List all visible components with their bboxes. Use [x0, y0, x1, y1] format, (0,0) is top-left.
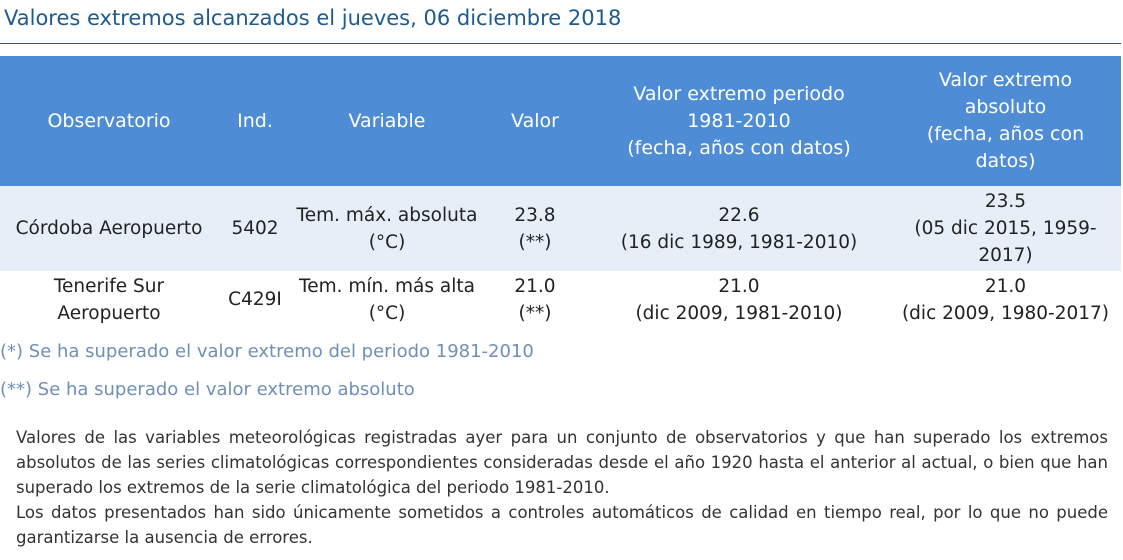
- title-bar: Valores extremos alcanzados el jueves, 0…: [0, 0, 1121, 44]
- cell-periodo: 21.0 (dic 2009, 1981-2010): [588, 271, 890, 328]
- cell-absoluto-fecha: (dic 2009, 1980-2017): [901, 302, 1110, 324]
- cell-absoluto-fecha: (05 dic 2015, 1959-2017): [914, 218, 1097, 266]
- cell-observatorio: Tenerife Sur Aeropuerto: [0, 271, 218, 328]
- header-periodo-line2: (fecha, años con datos): [627, 136, 851, 159]
- cell-valor-mark: (**): [518, 302, 552, 324]
- cell-periodo: 22.6 (16 dic 1989, 1981-2010): [588, 186, 890, 271]
- footnote-periodo: (*) Se ha superado el valor extremo del …: [0, 341, 534, 362]
- disclaimer-paragraph: Los datos presentados han sido únicament…: [16, 503, 1108, 547]
- cell-periodo-valor: 21.0: [718, 275, 760, 297]
- cell-variable-unit: (°C): [368, 302, 406, 324]
- header-ind: Ind.: [218, 56, 292, 186]
- cell-observatorio-name: Tenerife Sur Aeropuerto: [53, 275, 165, 324]
- cell-ind: 5402: [218, 186, 292, 271]
- header-valor: Valor: [482, 56, 588, 186]
- cell-valor-number: 21.0: [514, 275, 556, 297]
- cell-variable-name: Tem. mín. más alta: [299, 275, 475, 297]
- cell-variable: Tem. mín. más alta (°C): [292, 271, 482, 328]
- cell-periodo-fecha: (dic 2009, 1981-2010): [635, 302, 843, 324]
- cell-absoluto: 21.0 (dic 2009, 1980-2017): [890, 271, 1121, 328]
- table-row: Tenerife Sur Aeropuerto C429I Tem. mín. …: [0, 271, 1121, 328]
- description: Valores de las variables meteorológicas …: [16, 425, 1108, 550]
- cell-valor: 21.0 (**): [482, 271, 588, 328]
- page-title: Valores extremos alcanzados el jueves, 0…: [4, 6, 622, 30]
- cell-valor: 23.8 (**): [482, 186, 588, 271]
- table-header-row: Observatorio Ind. Variable Valor Valor e…: [0, 56, 1121, 186]
- cell-absoluto-valor: 21.0: [984, 275, 1027, 297]
- extremes-table: Observatorio Ind. Variable Valor Valor e…: [0, 56, 1121, 328]
- cell-variable-name: Tem. máx. absoluta: [296, 204, 478, 226]
- cell-absoluto: 23.5 (05 dic 2015, 1959-2017): [890, 186, 1121, 271]
- header-observatorio: Observatorio: [0, 56, 218, 186]
- header-absoluto-line1: Valor extremo absoluto: [938, 69, 1073, 118]
- header-absoluto: Valor extremo absoluto (fecha, años con …: [890, 56, 1121, 186]
- footnote-absoluto: (**) Se ha superado el valor extremo abs…: [0, 379, 415, 400]
- cell-periodo-valor: 22.6: [718, 204, 760, 226]
- cell-periodo-fecha: (16 dic 1989, 1981-2010): [620, 231, 858, 253]
- header-absoluto-line2: (fecha, años con datos): [926, 123, 1085, 172]
- cell-valor-mark: (**): [518, 231, 552, 253]
- cell-variable-unit: (°C): [368, 231, 406, 253]
- table-row: Córdoba Aeropuerto 5402 Tem. máx. absolu…: [0, 186, 1121, 271]
- description-paragraph: Valores de las variables meteorológicas …: [16, 428, 1108, 497]
- header-periodo-line1: Valor extremo periodo 1981-2010: [633, 82, 845, 132]
- cell-valor-number: 23.8: [514, 204, 556, 226]
- cell-variable: Tem. máx. absoluta (°C): [292, 186, 482, 271]
- header-periodo: Valor extremo periodo 1981-2010 (fecha, …: [588, 56, 890, 186]
- cell-observatorio: Córdoba Aeropuerto: [0, 186, 218, 271]
- cell-ind: C429I: [218, 271, 292, 328]
- cell-absoluto-valor: 23.5: [984, 191, 1027, 212]
- header-variable: Variable: [292, 56, 482, 186]
